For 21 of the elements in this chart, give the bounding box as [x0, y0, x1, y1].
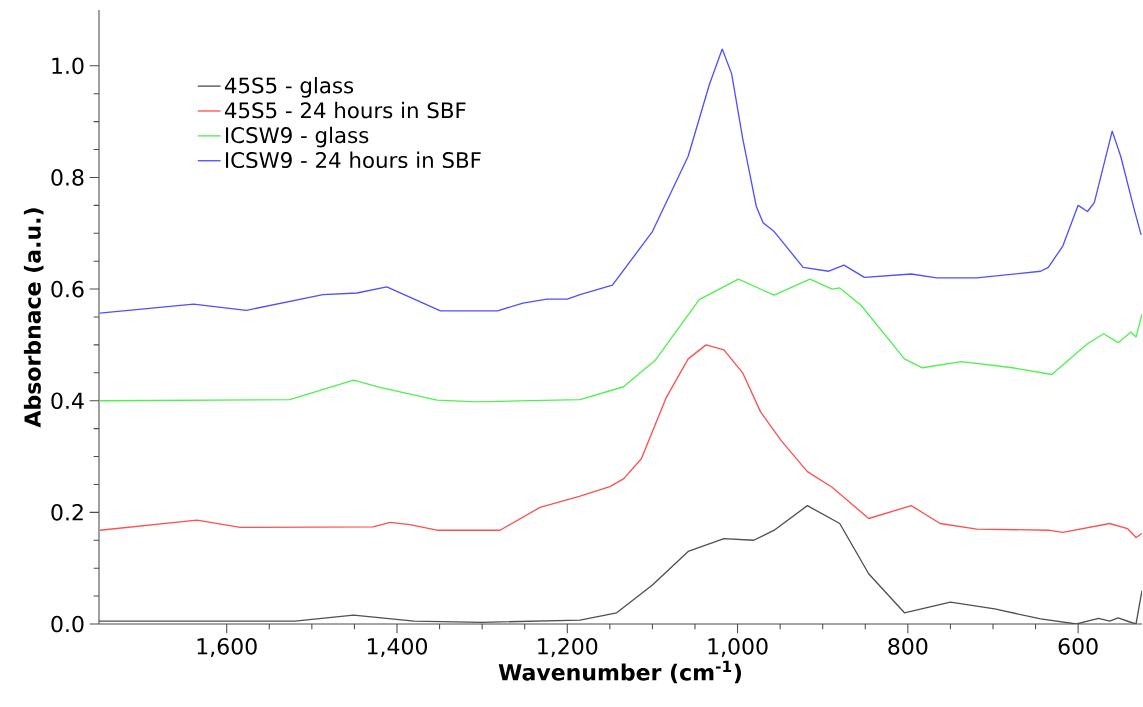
x-axis-title: Wavenumber (cm$^{-1}$)	[498, 660, 742, 684]
x-tick-label: 600	[1058, 638, 1098, 655]
line-series	[99, 48, 1142, 314]
y-tick-label: 0.4	[51, 392, 84, 410]
y-axis-title: Absorbnace (a.u.)	[23, 208, 44, 428]
x-tick-label: 1,000	[708, 638, 768, 657]
line-series	[99, 278, 1142, 403]
legend-label: ICSW9 - 24 hours in SBF	[225, 151, 481, 169]
legend-label: 45S5 - 24 hours in SBF	[224, 101, 466, 119]
line-series	[99, 344, 1142, 539]
y-tick-label: 0.2	[51, 504, 83, 521]
legend-label: 45S5 - glass	[224, 77, 354, 98]
y-tick-label: 0.6	[51, 280, 84, 298]
x-tick-label: 1,200	[538, 638, 598, 657]
y-tick-label: 0.0	[51, 615, 84, 633]
x-tick-label: 1,600	[197, 638, 257, 657]
x-tick-label: 800	[888, 638, 928, 655]
y-tick-label: 0.8	[51, 169, 84, 186]
legend-label: ICSW9 - glass	[225, 126, 369, 148]
y-tick-label: 1.0	[52, 57, 84, 75]
x-tick-label: 1,400	[367, 638, 427, 657]
